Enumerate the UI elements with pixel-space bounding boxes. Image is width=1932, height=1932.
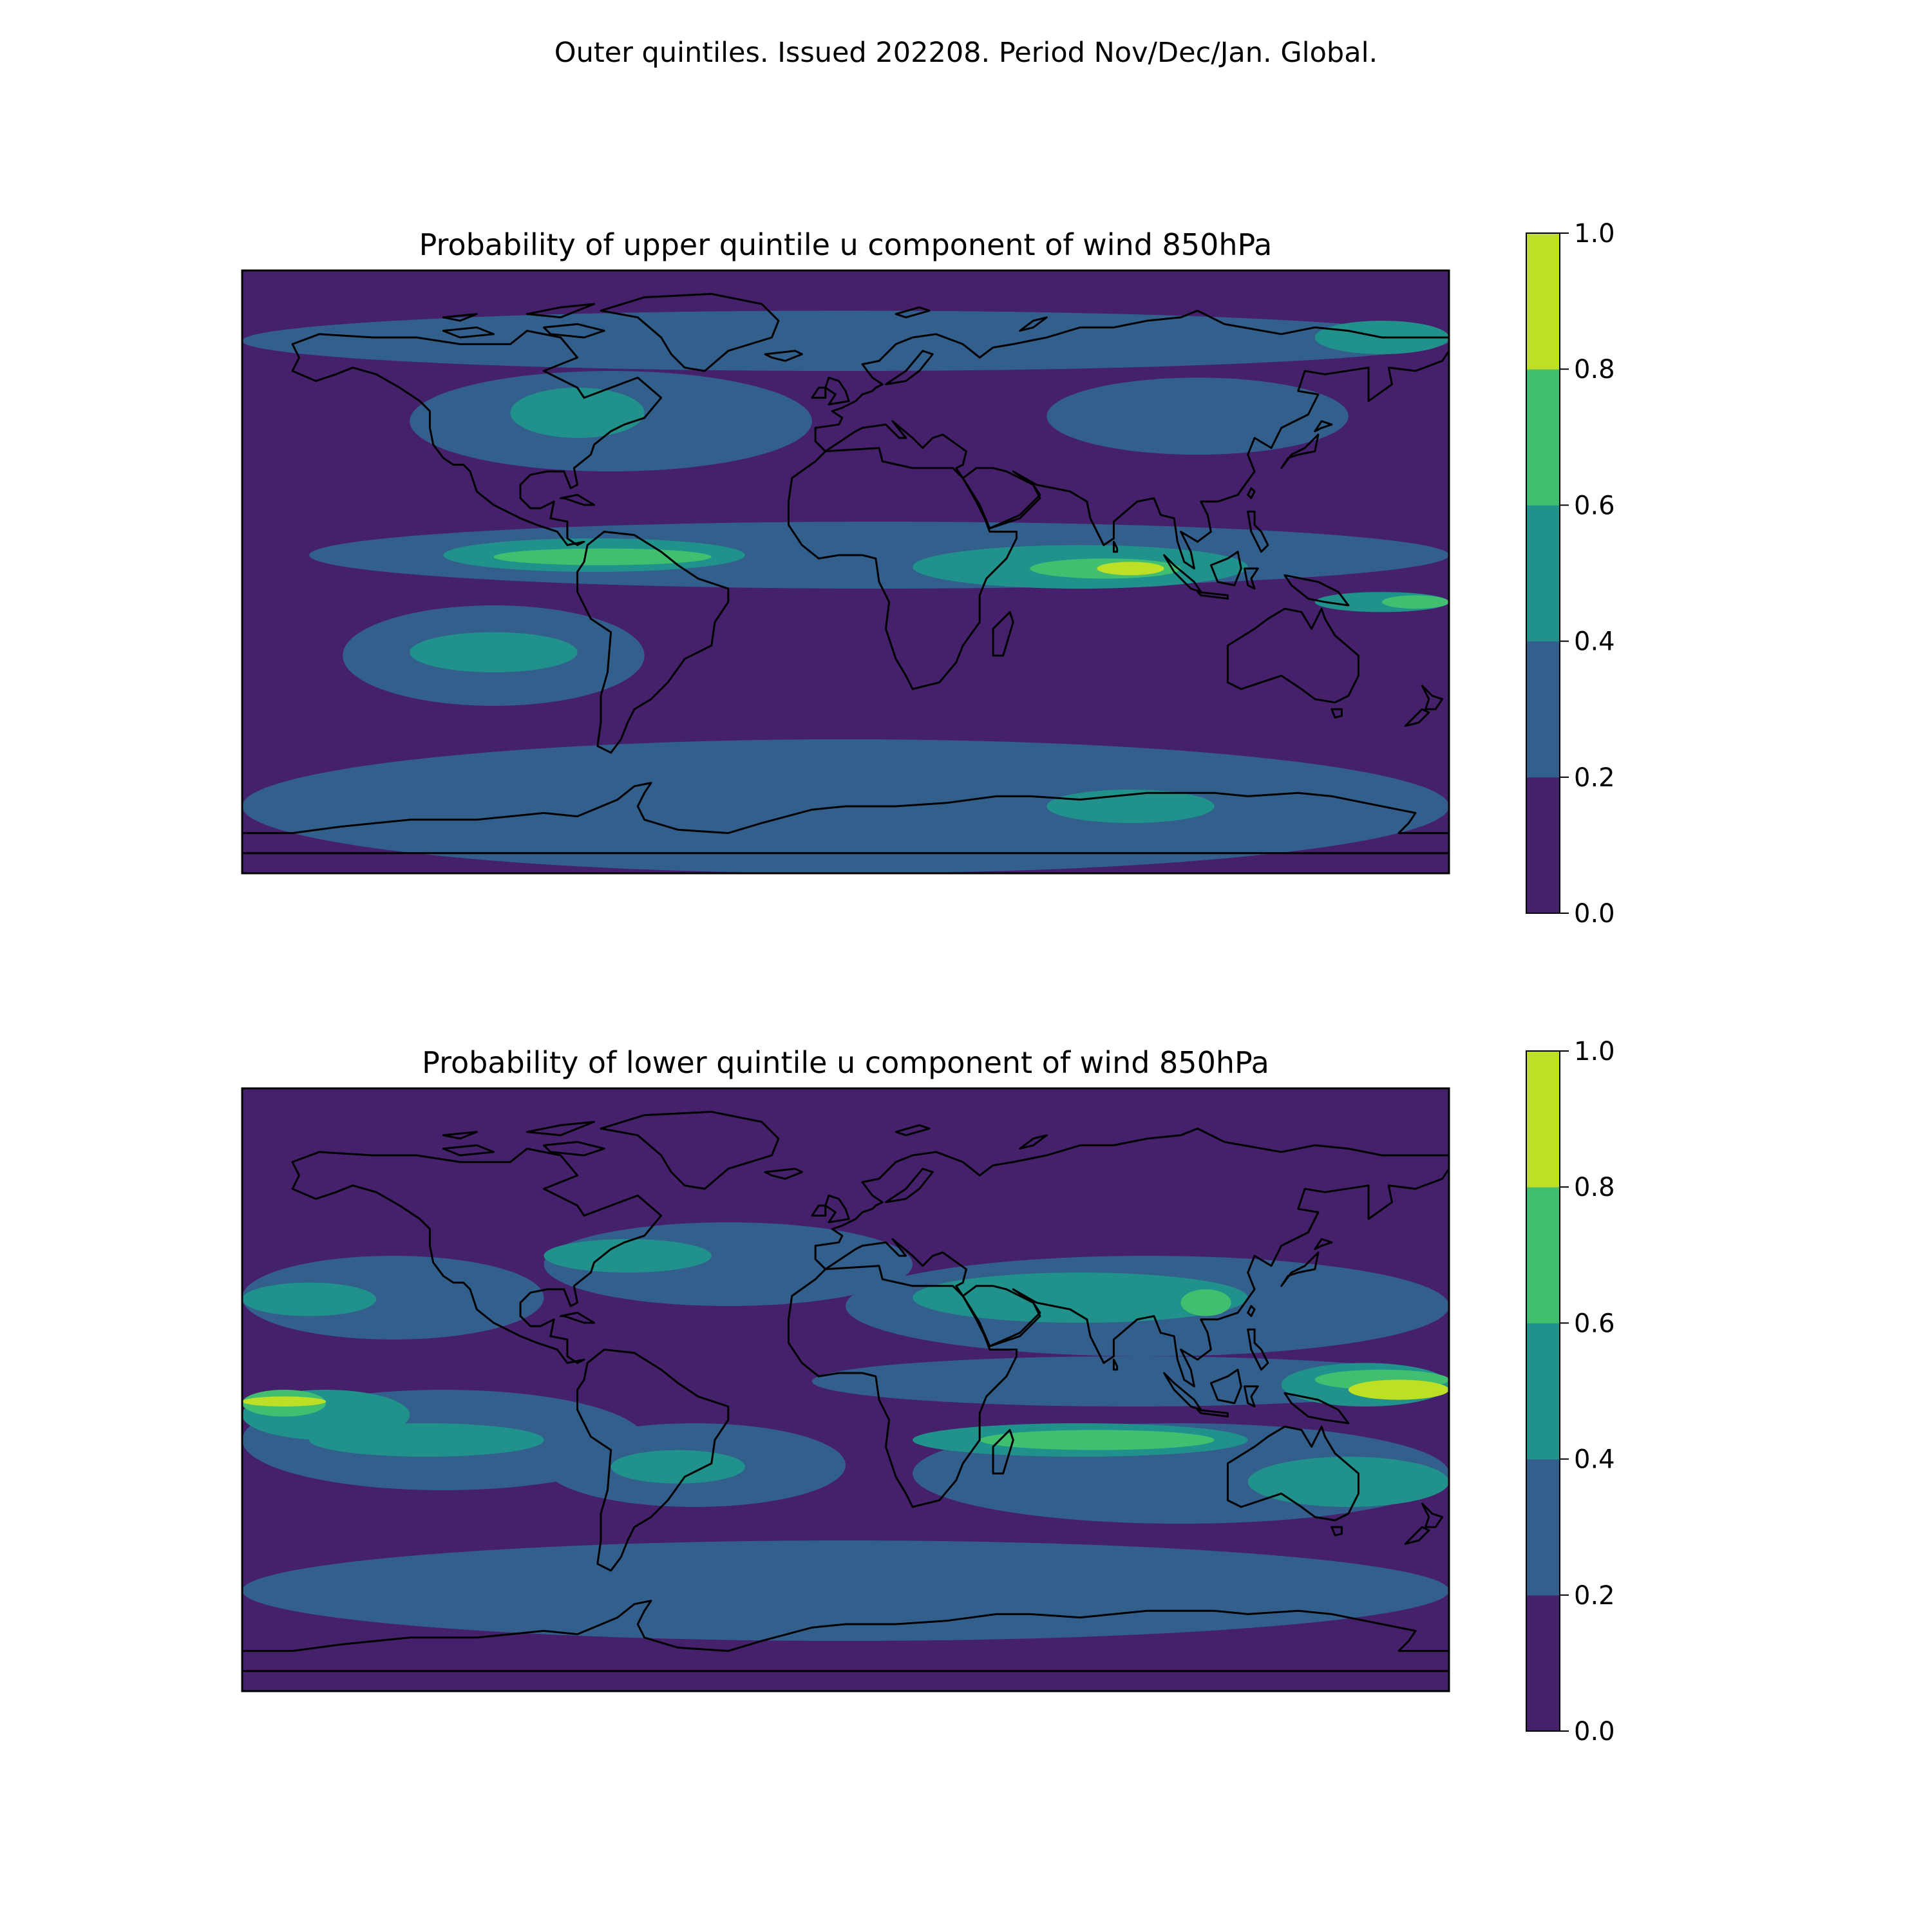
probability-region-upper-14 xyxy=(493,548,712,565)
colorbar-lower: 0.0 0.2 0.4 0.6 0.8 1.0 xyxy=(1526,1037,1615,1747)
colorbar-tick-label: 1.0 xyxy=(1574,1037,1615,1066)
map-title-upper: Probability of upper quintile u componen… xyxy=(419,227,1273,262)
colorbar-frame xyxy=(1526,232,1560,914)
probability-region-lower-11 xyxy=(913,1273,1248,1323)
probability-region-upper-7 xyxy=(510,388,645,438)
colorbar-tick-label: 0.6 xyxy=(1574,491,1615,520)
colorbar-segment-3 xyxy=(1526,1323,1560,1460)
probability-region-lower-16 xyxy=(1247,1457,1449,1507)
probability-region-lower-14 xyxy=(611,1450,745,1484)
colorbar-tick-label: 0.4 xyxy=(1574,627,1615,657)
probability-region-lower-23 xyxy=(1348,1379,1449,1400)
map-frame-lower xyxy=(241,1087,1450,1692)
probability-region-lower-19 xyxy=(980,1430,1215,1450)
probability-region-lower-13 xyxy=(309,1423,544,1457)
probability-region-upper-17 xyxy=(1097,562,1164,576)
probability-region-upper-3 xyxy=(1046,377,1349,455)
probability-region-upper-16 xyxy=(1381,595,1449,609)
colorbar-upper: 0.0 0.2 0.4 0.6 0.8 1.0 xyxy=(1526,219,1615,929)
colorbar-tick-label: 0.2 xyxy=(1574,1581,1615,1611)
colorbar-tick-label: 0.2 xyxy=(1574,763,1615,793)
map-frame-upper xyxy=(241,269,1450,875)
colorbar-segment-2 xyxy=(1526,641,1560,778)
map-panel-upper xyxy=(242,270,1449,873)
colorbar-segment-5 xyxy=(1526,1051,1560,1188)
colorbar-segment-4 xyxy=(1526,369,1560,506)
colorbar-segment-1 xyxy=(1526,1595,1560,1732)
colorbar-segment-1 xyxy=(1526,777,1560,914)
probability-region-lower-22 xyxy=(242,1396,327,1406)
probability-region-lower-1 xyxy=(242,1256,544,1340)
probability-region-lower-10 xyxy=(544,1239,712,1273)
colorbar-tick-label: 0.8 xyxy=(1574,355,1615,384)
colorbar-segment-4 xyxy=(1526,1187,1560,1323)
colorbar-segment-2 xyxy=(1526,1459,1560,1596)
colorbar-tick-label: 1.0 xyxy=(1574,219,1615,249)
probability-region-lower-21 xyxy=(1180,1289,1231,1316)
colorbar-frame xyxy=(1526,1050,1560,1732)
probability-region-lower-9 xyxy=(242,1282,377,1316)
colorbar-tick-label: 0.4 xyxy=(1574,1445,1615,1475)
colorbar-tick-label: 0.0 xyxy=(1574,1717,1615,1747)
colorbar-segment-5 xyxy=(1526,233,1560,370)
probability-region-upper-12 xyxy=(410,632,578,672)
probability-region-lower-7 xyxy=(242,1540,1449,1641)
figure-suptitle: Outer quintiles. Issued 202208. Period N… xyxy=(554,37,1378,69)
probability-region-upper-1 xyxy=(242,310,1449,371)
colorbar-segment-3 xyxy=(1526,505,1560,642)
map-title-lower: Probability of lower quintile u componen… xyxy=(422,1045,1269,1080)
colorbar-tick-label: 0.8 xyxy=(1574,1173,1615,1202)
colorbar-tick-label: 0.6 xyxy=(1574,1309,1615,1338)
colorbar-tick-label: 0.0 xyxy=(1574,899,1615,929)
map-panel-lower xyxy=(242,1088,1449,1691)
